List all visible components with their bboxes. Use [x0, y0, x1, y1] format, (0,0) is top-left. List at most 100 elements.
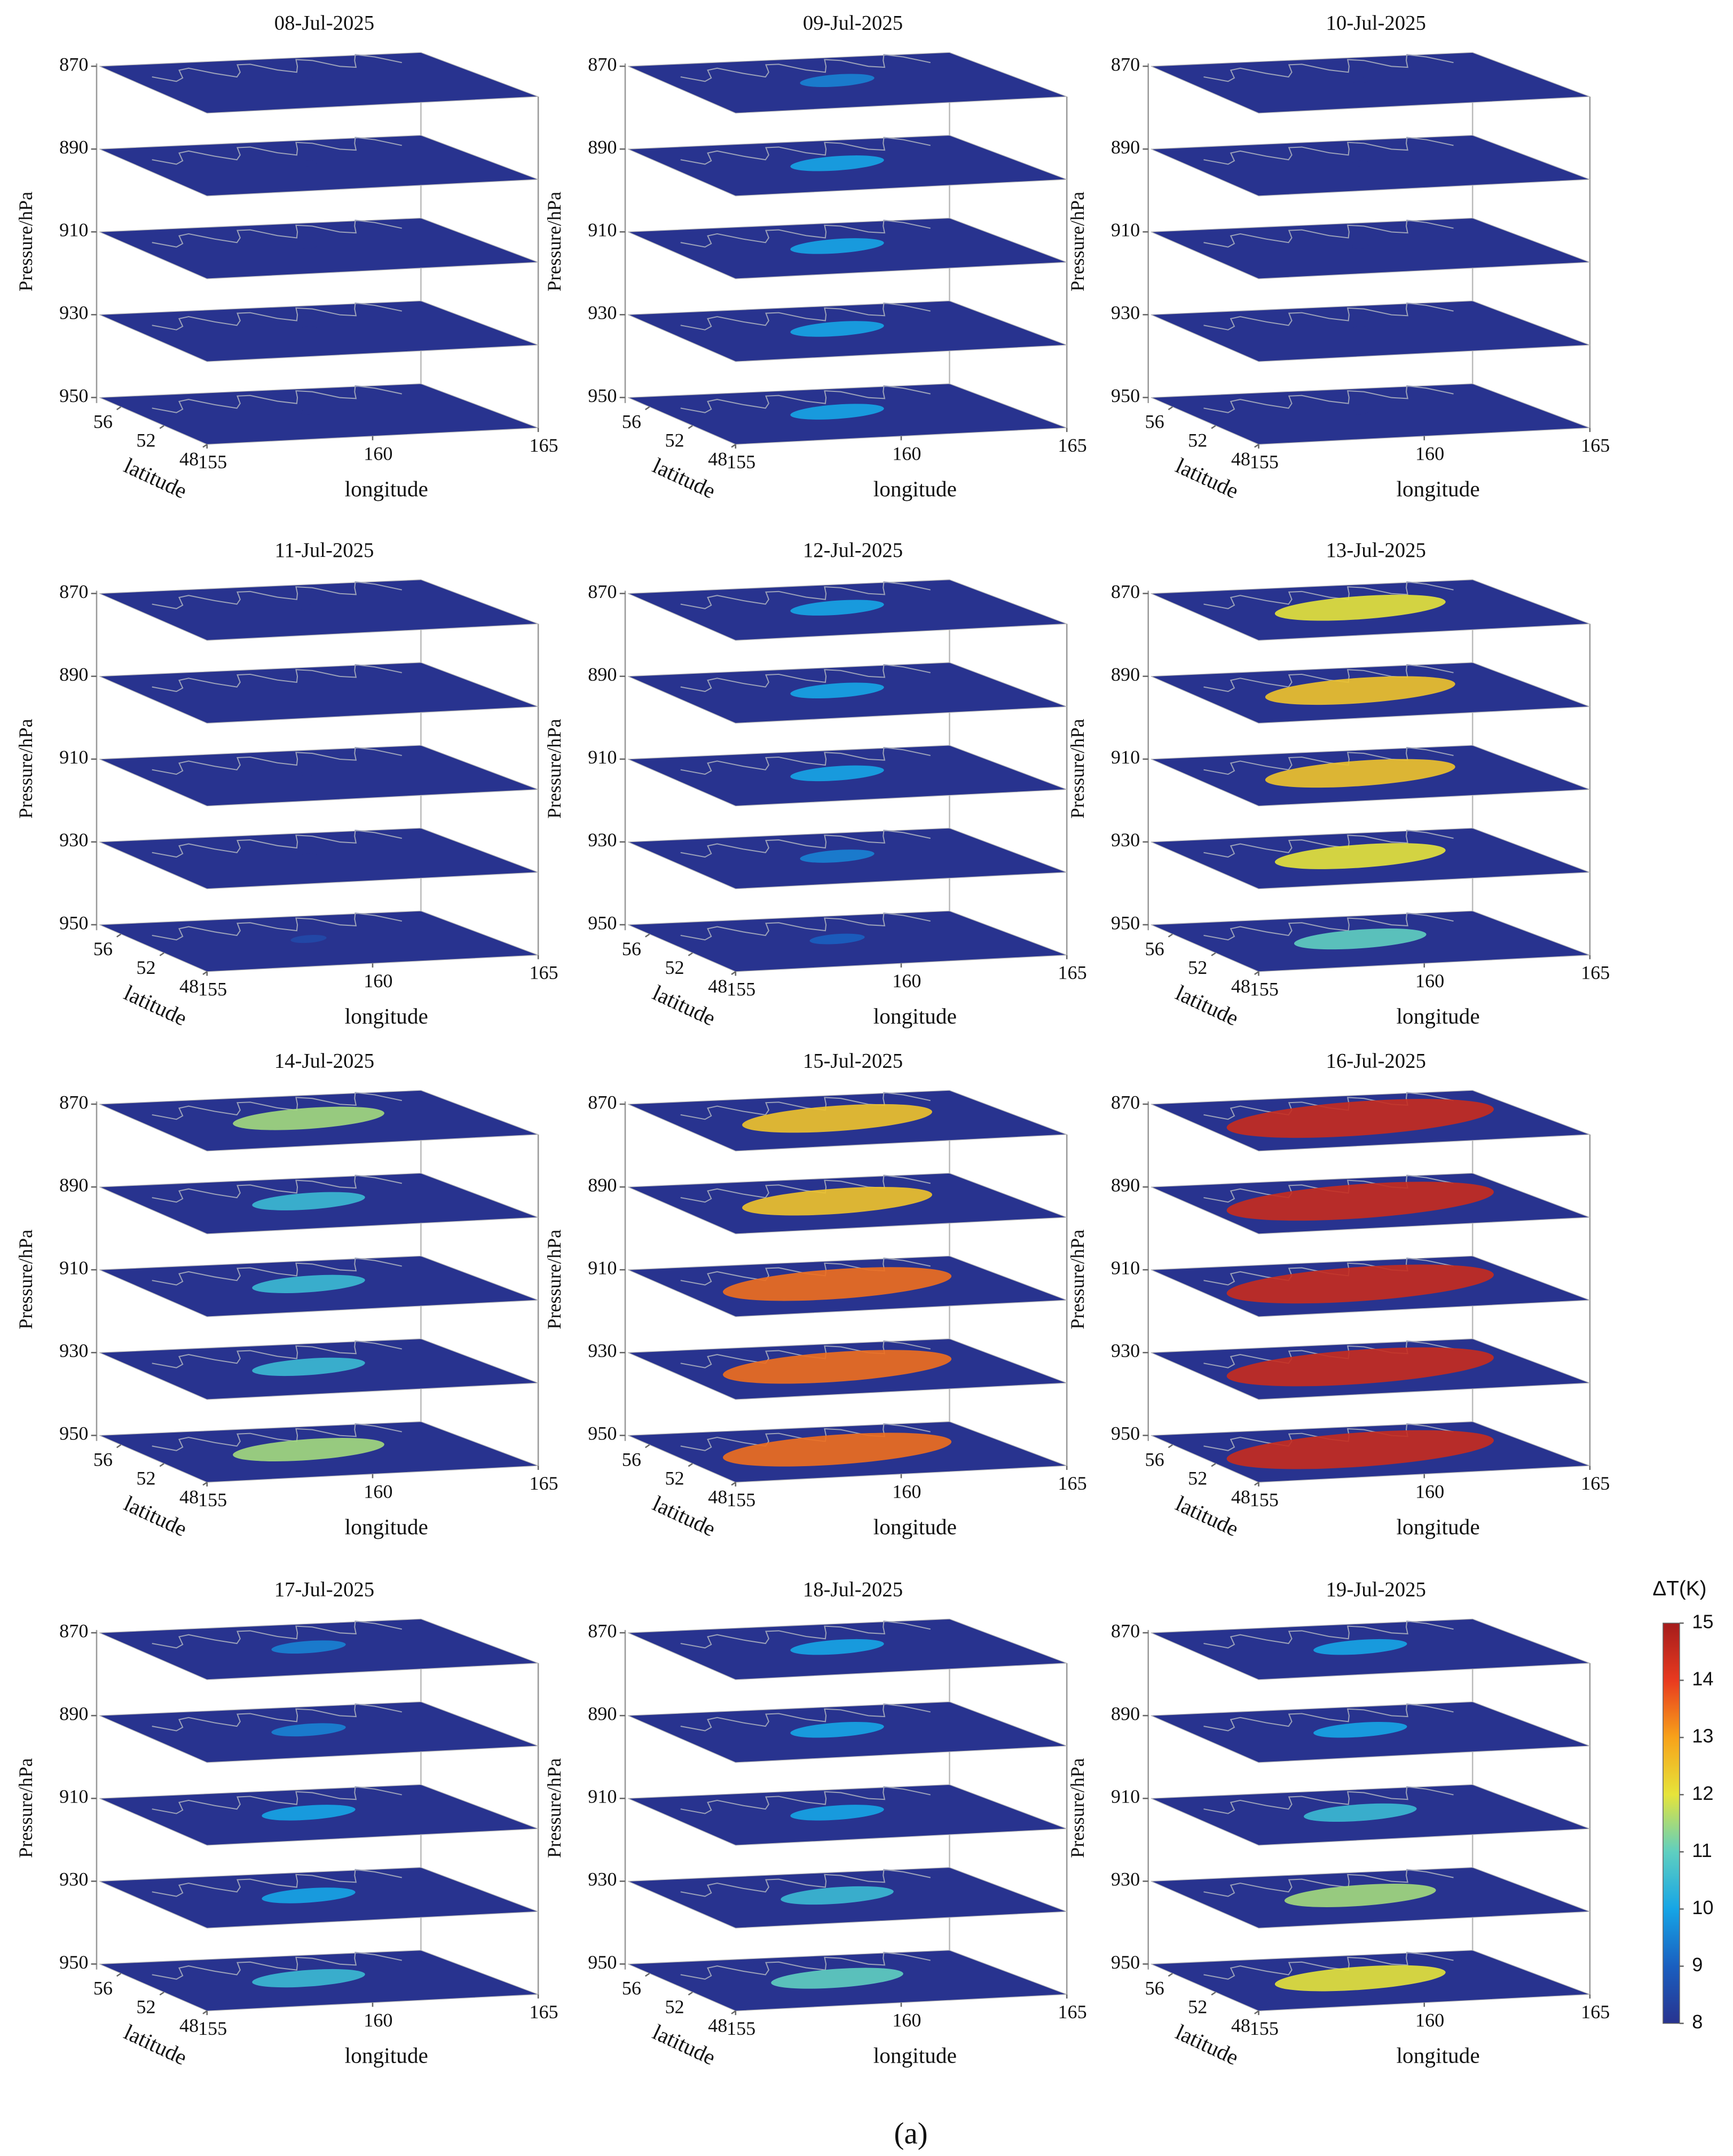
x-tick-label: 165	[1581, 2001, 1610, 2023]
y-tick-label: 910	[588, 1257, 617, 1279]
z-tick	[159, 425, 164, 429]
panel-title: 15-Jul-2025	[803, 1049, 903, 1072]
x-tick-label: 160	[364, 1481, 392, 1502]
anomaly-blob	[1274, 1965, 1446, 1992]
y-tick-label: 950	[588, 385, 617, 406]
coastline	[680, 54, 931, 82]
coastline	[1203, 1703, 1454, 1732]
panel-title: 17-Jul-2025	[274, 1578, 374, 1601]
y-tick-label: 910	[588, 1786, 617, 1807]
x-tick-label: 165	[1581, 435, 1610, 456]
colorbar-tick-label: 15	[1692, 1611, 1713, 1633]
y-tick-label: 890	[59, 1174, 88, 1195]
anomaly-blob	[290, 934, 327, 943]
anomaly-blob	[790, 682, 884, 699]
anomaly-blob	[1265, 759, 1455, 788]
anomaly-blob	[1352, 326, 1369, 332]
z-tick	[731, 444, 736, 448]
y-tick-label: 910	[59, 746, 88, 768]
z-tick	[1168, 1444, 1173, 1449]
coastline	[680, 1175, 931, 1203]
x-tick-label: 160	[892, 443, 921, 464]
y-tick-label: 950	[1111, 385, 1140, 406]
anomaly-blob	[800, 74, 875, 88]
z-tick-label: 48	[708, 448, 727, 470]
coastline	[680, 219, 931, 248]
z-tick	[731, 2010, 736, 2015]
y-tick-label: 890	[588, 1174, 617, 1195]
z-tick-label: 48	[179, 1486, 199, 1508]
y-tick-label: 950	[1111, 912, 1140, 933]
colorbar-tick-label: 13	[1692, 1725, 1713, 1747]
x-tick-label: 160	[1415, 2009, 1444, 2031]
y-tick-label: 950	[588, 1952, 617, 1973]
x-axis-label: longitude	[873, 2043, 957, 2068]
z-tick	[159, 1463, 164, 1467]
z-tick	[202, 1482, 208, 1486]
anomaly-blob	[1352, 408, 1369, 415]
level-plane	[99, 217, 539, 279]
z-tick	[688, 425, 693, 429]
anomaly-blob	[300, 160, 317, 167]
y-axis-label: Pressure/hPa	[543, 1758, 565, 1858]
anomaly-blob	[790, 321, 884, 337]
coastline	[1203, 1952, 1454, 1980]
y-tick-label: 930	[59, 829, 88, 851]
y-axis-label: Pressure/hPa	[15, 192, 36, 292]
coastline	[1203, 385, 1454, 413]
z-tick	[645, 1444, 650, 1449]
anomaly-blob	[1304, 1803, 1417, 1822]
anomaly-blob	[252, 1969, 365, 1988]
anomaly-blob	[1352, 243, 1369, 249]
y-tick-label: 910	[1111, 746, 1140, 768]
anomaly-blob	[771, 1968, 903, 1989]
coastline	[680, 912, 931, 941]
y-tick-label: 930	[588, 829, 617, 851]
level-plane	[99, 135, 539, 196]
x-axis-label: longitude	[1396, 1004, 1479, 1028]
z-tick	[1168, 933, 1173, 938]
coastline	[1203, 1869, 1454, 1897]
y-tick-label: 930	[588, 1340, 617, 1362]
coastline	[680, 1952, 931, 1980]
x-axis-label: longitude	[873, 477, 957, 501]
y-tick-label: 910	[59, 219, 88, 241]
anomaly-blob	[1284, 1884, 1436, 1907]
z-tick-label: 52	[1188, 430, 1207, 451]
x-tick-label: 165	[529, 2001, 558, 2023]
x-axis-label: longitude	[873, 1004, 957, 1028]
anomaly-blob	[1294, 929, 1427, 950]
x-axis-label: longitude	[1396, 477, 1479, 501]
anomaly-blob	[1274, 843, 1446, 869]
coastline	[152, 1952, 402, 1980]
y-tick-label: 950	[59, 385, 88, 406]
level-plane	[1151, 135, 1590, 196]
z-tick-label: 48	[708, 975, 727, 997]
anomaly-blob	[1352, 160, 1369, 167]
x-tick-label: 155	[198, 451, 227, 473]
x-tick-label: 160	[364, 2009, 392, 2031]
anomaly-blob	[790, 765, 884, 782]
z-tick-label: 52	[1188, 957, 1207, 978]
coastline	[680, 1703, 931, 1732]
z-tick	[1254, 444, 1259, 448]
z-tick	[688, 952, 693, 956]
z-tick-label: 52	[136, 1467, 155, 1489]
anomaly-blob	[790, 1805, 884, 1821]
z-tick-label: 56	[1145, 1449, 1164, 1470]
x-tick-label: 155	[1250, 1489, 1279, 1510]
anomaly-blob	[790, 238, 884, 254]
coastline	[680, 385, 931, 413]
coastline	[152, 1703, 402, 1732]
anomaly-blob	[790, 1722, 884, 1738]
z-tick-label: 56	[93, 938, 113, 959]
z-tick-label: 56	[622, 1449, 641, 1470]
z-tick-label: 48	[1231, 1486, 1250, 1508]
y-tick-label: 930	[1111, 302, 1140, 324]
x-tick-label: 160	[1415, 1481, 1444, 1502]
